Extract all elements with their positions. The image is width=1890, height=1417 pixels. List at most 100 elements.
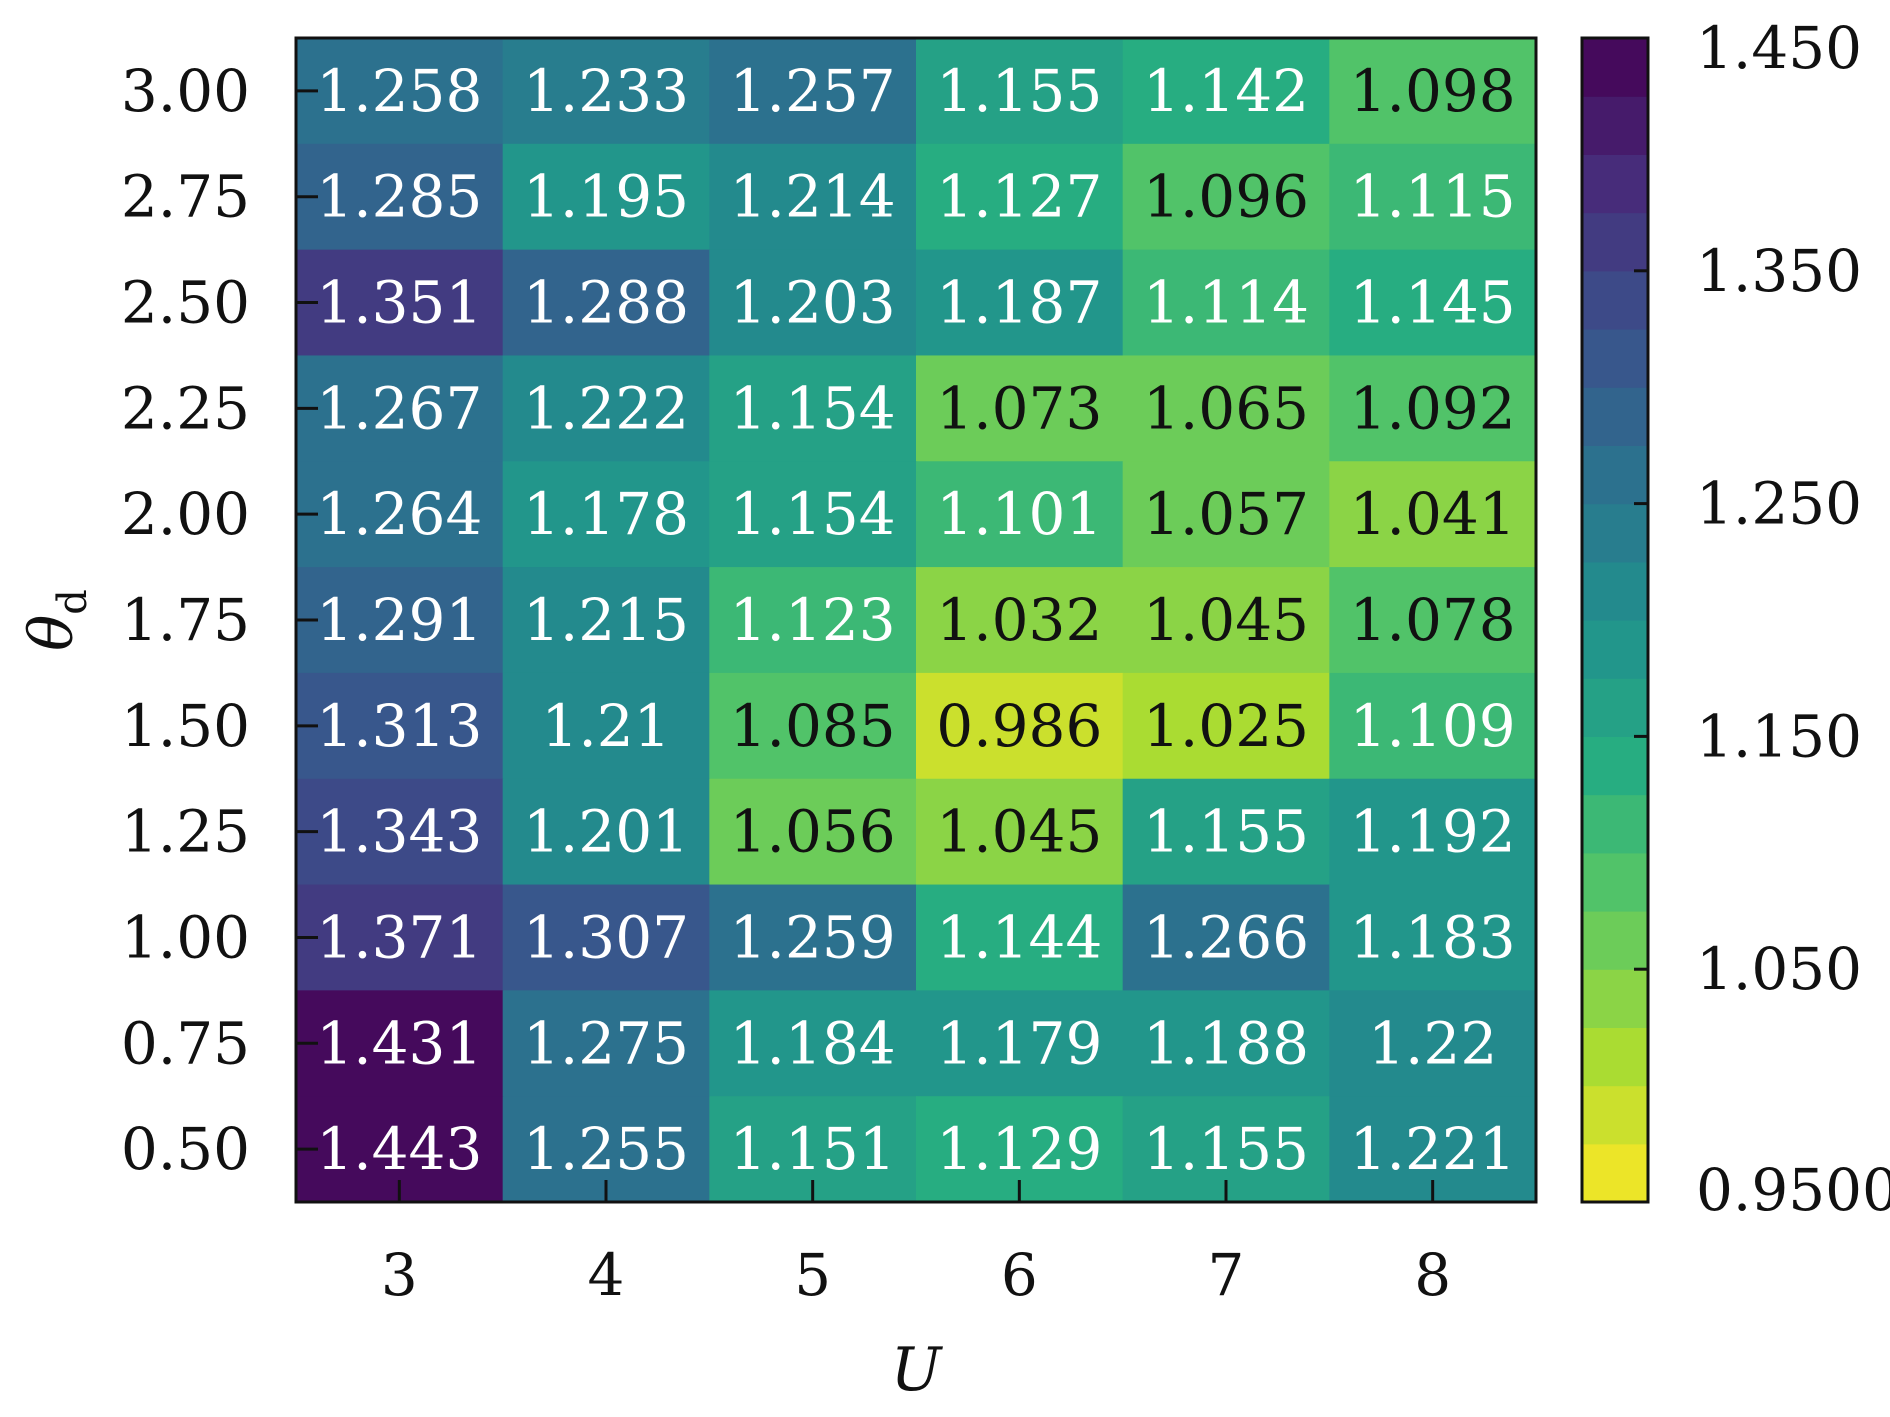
cell-value-label: 1.188	[1143, 1009, 1309, 1077]
colorbar-segment	[1582, 969, 1648, 1028]
cell-value-label: 1.041	[1350, 480, 1516, 548]
cell-value-label: 1.045	[1143, 586, 1309, 654]
y-tick-label: 0.50	[121, 1115, 250, 1183]
y-tick-label: 1.50	[121, 692, 250, 760]
heatmap-cell	[296, 672, 504, 780]
heatmap-cell	[502, 355, 710, 462]
cell-value-label: 1.255	[523, 1115, 689, 1183]
heatmap-cell	[709, 778, 917, 886]
x-tick-label: 3	[381, 1241, 418, 1309]
cell-value-label: 1.142	[1143, 57, 1309, 125]
colorbar-segment	[1582, 561, 1648, 621]
y-tick-label: 2.75	[121, 163, 250, 231]
colorbar-tick-label: 0.9500	[1696, 1156, 1890, 1224]
cell-value-label: 1.127	[936, 163, 1102, 231]
x-axis: 3 4 5 6 7 8	[381, 1180, 1451, 1309]
heatmap-cell	[502, 143, 710, 251]
cell-value-label: 1.065	[1143, 374, 1309, 442]
heatmap-cell	[296, 355, 504, 462]
x-axis-title: U	[891, 1335, 944, 1405]
y-tick-label: 2.25	[121, 374, 250, 442]
y-tick-label: 1.25	[121, 798, 250, 866]
heatmap-cell	[296, 778, 504, 886]
cell-value-label: 1.195	[523, 163, 689, 231]
cell-value-label: 1.343	[316, 798, 482, 866]
heatmap-cell	[916, 143, 1124, 251]
svg-text:θd: θd	[17, 589, 96, 651]
cell-value-label: 1.313	[316, 692, 482, 760]
y-axis-title-symbol: θ	[17, 615, 87, 651]
cell-value-label: 1.144	[936, 903, 1102, 971]
colorbar-tick-label: 1.050	[1696, 935, 1862, 1003]
colorbar-segment	[1582, 445, 1648, 505]
heatmap-cell	[916, 249, 1124, 357]
heatmap-cell	[1122, 884, 1330, 991]
cell-value-label: 1.123	[730, 586, 896, 654]
cell-value-label: 1.057	[1143, 480, 1309, 548]
x-tick-label: 8	[1414, 1241, 1451, 1309]
heatmap-cell	[1329, 143, 1537, 251]
cell-value-label: 1.115	[1350, 163, 1516, 231]
y-tick-label: 2.00	[121, 480, 250, 548]
heatmap-cell	[296, 990, 504, 1097]
colorbar-segment	[1582, 96, 1648, 155]
heatmap-cell	[916, 778, 1124, 886]
cell-value-label: 1.155	[1143, 1115, 1309, 1183]
heatmap-cell	[1122, 778, 1330, 886]
colorbar-segment	[1582, 503, 1648, 563]
cell-value-label: 1.21	[541, 692, 670, 760]
cell-value-label: 1.22	[1368, 1009, 1497, 1077]
cell-value-label: 1.154	[730, 374, 896, 442]
x-tick-label: 4	[588, 1241, 625, 1309]
cell-value-label: 1.025	[1143, 692, 1309, 760]
cell-value-label: 1.267	[316, 374, 482, 442]
cell-value-label: 1.056	[730, 798, 896, 866]
heatmap-cell	[1329, 249, 1537, 357]
cell-value-label: 1.098	[1350, 57, 1516, 125]
heatmap-cell	[1122, 143, 1330, 251]
cell-value-label: 1.257	[730, 57, 896, 125]
cell-value-label: 1.275	[523, 1009, 689, 1077]
colorbar-segment	[1582, 736, 1648, 796]
colorbar-segment	[1582, 38, 1648, 97]
cell-value-label: 1.078	[1350, 586, 1516, 654]
cell-value-label: 1.178	[523, 480, 689, 548]
colorbar-segment	[1582, 154, 1648, 214]
cell-value-label: 1.233	[523, 57, 689, 125]
y-tick-label: 2.50	[121, 269, 250, 337]
y-tick-label: 3.00	[121, 57, 250, 125]
x-tick-label: 5	[794, 1241, 831, 1309]
heatmap-cell	[502, 884, 710, 991]
cell-value-label: 1.288	[523, 269, 689, 337]
heatmap-cell	[1329, 38, 1537, 145]
colorbar-tick-label: 1.450	[1696, 14, 1862, 82]
cell-value-label: 1.264	[316, 480, 482, 548]
cell-value-label: 1.145	[1350, 269, 1516, 337]
cell-value-label: 1.129	[936, 1115, 1102, 1183]
cell-value-label: 1.151	[730, 1115, 896, 1183]
cell-value-label: 1.215	[523, 586, 689, 654]
x-tick-label: 7	[1208, 1241, 1245, 1309]
cell-value-label: 1.221	[1350, 1115, 1516, 1183]
cell-value-label: 1.443	[316, 1115, 482, 1183]
cell-value-label: 0.986	[936, 692, 1102, 760]
cell-value-label: 1.258	[316, 57, 482, 125]
cell-value-label: 1.431	[316, 1009, 482, 1077]
heatmap-cell	[709, 461, 917, 568]
cell-value-label: 1.109	[1350, 692, 1516, 760]
heatmap-cell	[916, 355, 1124, 462]
heatmap-cell	[1122, 38, 1330, 145]
heatmap-cell	[1329, 778, 1537, 886]
heatmap-cell	[502, 249, 710, 357]
colorbar-segment	[1582, 270, 1648, 330]
cell-value-label: 1.351	[316, 269, 482, 337]
y-axis-title: θd	[17, 589, 96, 651]
heatmap-cell	[916, 461, 1124, 568]
heatmap-cell	[296, 461, 504, 568]
colorbar-segment	[1582, 329, 1648, 388]
heatmap-cell	[1122, 249, 1330, 357]
cell-value-label: 1.203	[730, 269, 896, 337]
cell-value-label: 1.259	[730, 903, 896, 971]
cell-value-label: 1.192	[1350, 798, 1516, 866]
